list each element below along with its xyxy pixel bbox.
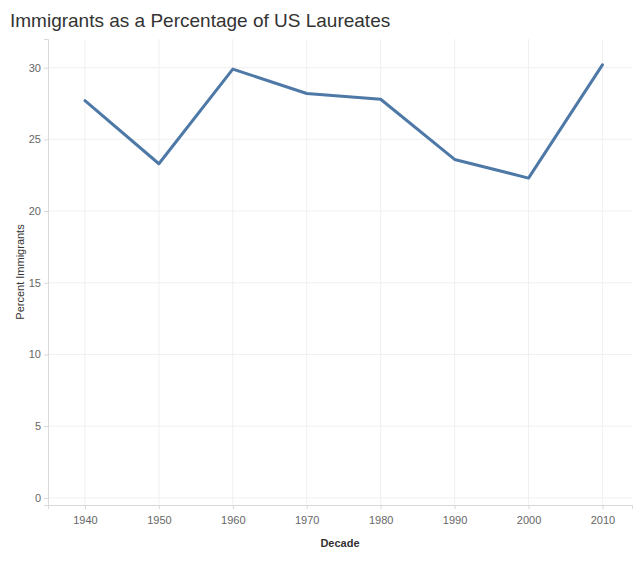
x-tick-mark: [381, 505, 382, 509]
grid-line: [84, 39, 85, 505]
x-tick-label: 1950: [147, 514, 171, 526]
grid-line: [602, 39, 603, 505]
x-tick: 1950: [147, 505, 171, 526]
grid-line: [48, 211, 632, 212]
y-tick-label: 30: [29, 62, 41, 74]
y-tick: 30: [29, 62, 48, 74]
x-axis: 1940 1950 1960 1970 1980 1990 2000 2010: [49, 505, 633, 526]
y-tick-mark: [44, 68, 48, 69]
grid-line: [380, 39, 381, 505]
y-tick-mark: [44, 139, 48, 140]
x-tick: 1960: [221, 505, 245, 526]
title: Immigrants as a Percentage of US Laureat…: [10, 10, 390, 31]
x-tick: 1980: [369, 505, 393, 526]
x-axis-title: Decade: [320, 537, 359, 549]
y-tick: 25: [29, 133, 48, 145]
y-tick-label: 10: [29, 348, 41, 360]
x-tick-label: 2010: [591, 514, 615, 526]
y-tick-label: 20: [29, 205, 41, 217]
chart: Immigrants as a Percentage of US Laureat…: [0, 0, 640, 565]
grid-line: [48, 67, 632, 68]
x-tick: 2010: [591, 505, 615, 526]
x-tick-mark: [233, 505, 234, 509]
grid: [48, 39, 632, 505]
x-tick-label: 1970: [295, 514, 319, 526]
y-tick-label: 5: [35, 420, 41, 432]
y-tick-mark: [44, 354, 48, 355]
grid-line: [48, 282, 632, 283]
x-tick: 2000: [517, 505, 541, 526]
x-axis-line: [49, 506, 633, 510]
grid-line: [158, 39, 159, 505]
y-tick: 15: [29, 277, 48, 289]
y-tick-mark: [44, 283, 48, 284]
x-tick-mark: [85, 505, 86, 509]
y-tick: 0: [35, 492, 48, 504]
y-tick: 10: [29, 348, 48, 360]
x-tick: 1940: [73, 505, 97, 526]
grid-line: [528, 39, 529, 505]
grid-line: [48, 497, 632, 498]
x-tick-label: 1980: [369, 514, 393, 526]
grid-line: [306, 39, 307, 505]
y-tick-label: 25: [29, 133, 41, 145]
y-tick-label: 0: [35, 492, 41, 504]
x-tick-mark: [602, 505, 603, 509]
x-tick-mark: [529, 505, 530, 509]
y-tick-mark: [44, 211, 48, 212]
x-tick-mark: [455, 505, 456, 509]
x-tick-label: 2000: [517, 514, 541, 526]
y-axis: 0 5 10 15 20 25 30: [29, 40, 49, 506]
y-tick-mark: [44, 498, 48, 499]
grid-line: [48, 139, 632, 140]
y-tick: 5: [35, 420, 48, 432]
plot-area: [85, 65, 602, 178]
y-axis-title: Percent Immigrants: [14, 224, 26, 320]
x-tick-mark: [159, 505, 160, 509]
x-tick-mark: [307, 505, 308, 509]
grid-line: [232, 39, 233, 505]
y-axis-line: [44, 40, 49, 506]
grid-line: [48, 426, 632, 427]
x-tick: 1990: [443, 505, 467, 526]
y-tick: 20: [29, 205, 48, 217]
x-tick-label: 1990: [443, 514, 467, 526]
grid-line: [454, 39, 455, 505]
y-tick-mark: [44, 426, 48, 427]
grid-line: [48, 354, 632, 355]
x-tick: 1970: [295, 505, 319, 526]
x-tick-label: 1960: [221, 514, 245, 526]
y-tick-label: 15: [29, 277, 41, 289]
series-line: [85, 65, 602, 178]
x-tick-label: 1940: [73, 514, 97, 526]
